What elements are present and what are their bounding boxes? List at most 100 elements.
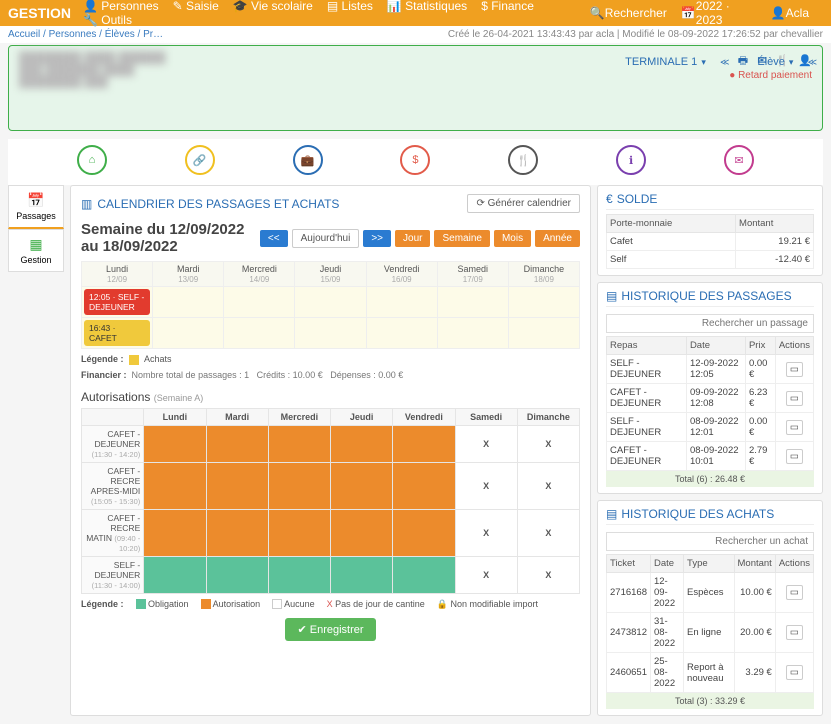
auth-cell[interactable] <box>206 462 268 509</box>
dollar-icon[interactable]: $ <box>400 145 430 175</box>
auth-cell[interactable] <box>393 556 455 593</box>
cal-cell[interactable] <box>224 287 295 318</box>
hp-action-icon[interactable]: ▭ <box>786 362 803 377</box>
nav-year[interactable]: 📅 2022 · 2023 <box>681 0 757 27</box>
cal-cell[interactable] <box>295 287 366 318</box>
nav-year-label: 2022 · 2023 <box>696 0 757 27</box>
breadcrumb-item[interactable]: Pr… <box>143 29 163 40</box>
hp-date: 08-09-2022 10:01 <box>686 442 745 471</box>
auth-cell[interactable] <box>331 556 393 593</box>
search-achats-input[interactable] <box>606 532 814 551</box>
view-annee-button[interactable]: Année <box>535 230 580 247</box>
link-icon[interactable]: 🔗 <box>185 145 215 175</box>
auth-cell: X <box>517 509 579 556</box>
auth-cell[interactable] <box>206 425 268 462</box>
cal-cell[interactable] <box>437 287 508 318</box>
cal-cell[interactable]: 12:05 · SELF - DEJEUNER <box>82 287 153 318</box>
nav-listes[interactable]: ▤ Listes <box>327 0 373 13</box>
auth-cell[interactable] <box>144 509 206 556</box>
cutlery-icon[interactable]: 🍴 <box>508 145 538 175</box>
cal-day-header: Jeudi15/09 <box>295 262 366 287</box>
auth-cell[interactable] <box>331 425 393 462</box>
auth-row-label: SELF - DEJEUNER (11:30 - 14:00) <box>82 556 144 593</box>
prev-icon[interactable]: ≪ <box>808 57 817 68</box>
auth-cell[interactable] <box>144 556 206 593</box>
mail-icon[interactable]: ✉ <box>724 145 754 175</box>
cal-cell[interactable] <box>295 318 366 349</box>
info-icon[interactable]: ℹ <box>616 145 646 175</box>
nav-statistiques[interactable]: 📊 Statistiques <box>387 0 467 13</box>
auth-cell: X <box>455 509 517 556</box>
auth-cell[interactable] <box>144 425 206 462</box>
auth-cell[interactable] <box>393 425 455 462</box>
hp-prix: 0.00 € <box>745 413 775 442</box>
hp-action-icon[interactable]: ▭ <box>786 420 803 435</box>
prev-icon[interactable]: ≪ <box>720 57 729 68</box>
list-icon: ▤ <box>606 289 617 303</box>
cal-cell[interactable] <box>437 318 508 349</box>
generate-calendar-button[interactable]: ⟳ Générer calendrier <box>467 194 580 213</box>
cal-chip[interactable]: 12:05 · SELF - DEJEUNER <box>84 289 150 315</box>
role-dropdown-label: Élève <box>757 56 785 68</box>
hist-achats-table: TicketDateTypeMontantActions271616812-09… <box>606 554 814 693</box>
ha-ticket: 2460651 <box>607 653 651 693</box>
breadcrumb-item[interactable]: Élèves <box>105 29 135 40</box>
ha-action-icon[interactable]: ▭ <box>786 665 803 680</box>
hp-repas: SELF - DEJEUNER <box>607 355 687 384</box>
ha-montant: 3.29 € <box>734 653 775 693</box>
auth-cell[interactable] <box>393 509 455 556</box>
legend-x-txt: Pas de jour de cantine <box>335 599 425 609</box>
cal-cell[interactable] <box>224 318 295 349</box>
auth-cell[interactable] <box>206 556 268 593</box>
role-dropdown[interactable]: Élève ▾ ≪ <box>757 56 817 68</box>
nav-personnes[interactable]: 👤 Personnes <box>83 0 159 13</box>
cal-cell[interactable] <box>508 318 579 349</box>
class-dropdown[interactable]: TERMINALE 1 ▾ ≪ <box>625 56 729 68</box>
auth-cell[interactable] <box>268 509 330 556</box>
lefttab-gestion[interactable]: ▦Gestion <box>8 229 64 272</box>
cal-cell[interactable] <box>366 287 437 318</box>
view-jour-button[interactable]: Jour <box>395 230 430 247</box>
prev-week-button[interactable]: << <box>260 230 288 247</box>
auth-cell[interactable] <box>268 556 330 593</box>
cal-cell[interactable]: 16:43 · CAFET <box>82 318 153 349</box>
auth-cell[interactable] <box>331 509 393 556</box>
auth-cell[interactable] <box>206 509 268 556</box>
search-passages-input[interactable] <box>606 314 814 333</box>
hp-action-icon[interactable]: ▭ <box>786 449 803 464</box>
briefcase-icon[interactable]: 💼 <box>293 145 323 175</box>
nav-outils[interactable]: 🔧 Outils <box>83 13 132 27</box>
lefttab-passages[interactable]: 📅Passages <box>8 185 64 229</box>
auth-cell[interactable] <box>268 425 330 462</box>
auth-cell[interactable] <box>144 462 206 509</box>
hp-action-icon[interactable]: ▭ <box>786 391 803 406</box>
breadcrumb-item[interactable]: Accueil <box>8 29 40 40</box>
save-button[interactable]: ✔ Enregistrer <box>285 618 375 641</box>
nav-search[interactable]: 🔍 Rechercher <box>590 6 667 20</box>
auth-cell[interactable] <box>393 462 455 509</box>
cal-cell[interactable] <box>153 287 224 318</box>
ha-action-icon[interactable]: ▭ <box>786 625 803 640</box>
nav-user[interactable]: 👤 Acla <box>771 6 809 20</box>
cal-cell[interactable] <box>153 318 224 349</box>
auth-cell[interactable] <box>331 462 393 509</box>
view-mois-button[interactable]: Mois <box>494 230 531 247</box>
view-semaine-button[interactable]: Semaine <box>434 230 489 247</box>
cal-cell[interactable] <box>366 318 437 349</box>
cal-cell[interactable] <box>508 287 579 318</box>
breadcrumb-item[interactable]: Personnes <box>49 29 97 40</box>
legend-auth-txt: Autorisation <box>213 599 261 609</box>
auth-cell[interactable] <box>268 462 330 509</box>
nav-saisie[interactable]: ✎ Saisie <box>173 0 219 13</box>
authorisations-section: Autorisations (Semaine A) LundiMardiMerc… <box>81 390 580 641</box>
generate-calendar-label: Générer calendrier <box>488 198 571 209</box>
nav-finance[interactable]: $ Finance <box>481 0 534 13</box>
nav-vie scolaire[interactable]: 🎓 Vie scolaire <box>233 0 313 13</box>
cal-chip[interactable]: 16:43 · CAFET <box>84 320 150 346</box>
ha-action-icon[interactable]: ▭ <box>786 585 803 600</box>
lock-icon: 🔒 Non modifiable import <box>437 599 538 610</box>
auth-table: LundiMardiMercrediJeudiVendrediSamediDim… <box>81 408 580 594</box>
home-icon[interactable]: ⌂ <box>77 145 107 175</box>
today-button[interactable]: Aujourd'hui <box>292 229 360 248</box>
next-week-button[interactable]: >> <box>363 230 391 247</box>
